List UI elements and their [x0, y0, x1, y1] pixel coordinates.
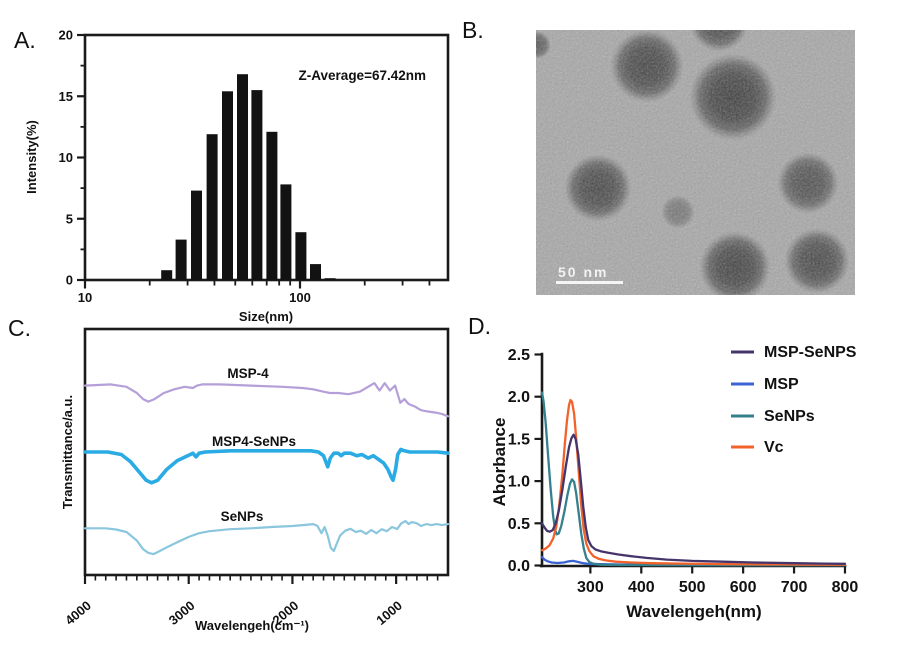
histogram-bar	[295, 232, 307, 280]
uvvis-curve-SeNPs	[540, 391, 847, 567]
y-tick-label: 2.0	[508, 389, 530, 406]
ftir-curve-MSP-4	[83, 382, 450, 418]
histogram-bar	[251, 90, 263, 280]
y-tick-label: 15	[59, 89, 73, 104]
x-tick-label: 4000	[62, 598, 94, 628]
panel-d-legend: MSP-SeNPS MSP SeNPs Vc	[731, 344, 857, 456]
curve-label-msp4: MSP-4	[227, 366, 269, 381]
x-tick-label-group: 3000	[166, 598, 198, 628]
panel-c-label: C.	[8, 315, 31, 341]
histogram-bar	[310, 264, 321, 280]
histogram-bar	[206, 134, 218, 280]
scale-bar-text: 50 nm	[558, 264, 608, 280]
y-tick-label: 5	[66, 211, 73, 226]
y-tick-label: 0.5	[508, 516, 530, 533]
x-tick-label: 3000	[166, 598, 198, 628]
y-tick-label: 20	[59, 28, 73, 43]
legend-item-senps: SeNPs	[731, 408, 815, 425]
legend-label-msp-senps: MSP-SeNPS	[764, 344, 857, 361]
panel-a-x-axis-label: Size(nm)	[239, 309, 293, 324]
panel-d-x-axis-label: Wavelengeh(nm)	[626, 602, 761, 621]
panel-c-curves	[83, 382, 450, 556]
x-tick-label-group: 1000	[373, 598, 405, 628]
y-tick-label: 0.0	[508, 558, 530, 575]
tem-micrograph	[536, 30, 855, 295]
histogram-bar	[280, 184, 292, 280]
panel-b-label: B.	[462, 17, 484, 43]
x-tick-label: 1000	[373, 598, 405, 628]
x-tick-label: 700	[781, 579, 808, 596]
histogram-bar	[222, 91, 233, 280]
y-tick-label: 10	[59, 150, 73, 165]
panel-d-y-axis-label: Aborbance	[490, 418, 509, 507]
x-tick-label: 600	[730, 579, 757, 596]
x-tick-label-group: 4000	[62, 598, 94, 628]
histogram-bar	[237, 74, 248, 280]
panel-a-label: A.	[14, 27, 36, 53]
panel-a-y-axis-label: Intensity(%)	[24, 120, 39, 194]
legend-label-senps: SeNPs	[764, 408, 815, 425]
panel-c-ftir-spectra: C. 4000 3000 2000 1000 MSP-4 MSP4-SeNPs SeN…	[8, 315, 450, 633]
panel-a-axes-ticks: 0 5 10 15 20 10 100	[59, 28, 431, 305]
x-tick-label: 100	[289, 290, 311, 305]
tem-grain-overlay	[536, 30, 855, 295]
legend-item-msp: MSP	[731, 376, 799, 393]
x-tick-label: 500	[679, 579, 706, 596]
panel-d-axes-ticks: 0.0 0.5 1.0 1.5 2.0 2.5 300 400 500 600 700 800	[508, 347, 859, 596]
histogram-bar	[266, 131, 278, 280]
x-tick-label: 400	[628, 579, 655, 596]
curve-label-msp4-senps: MSP4-SeNPs	[212, 434, 296, 449]
x-tick-label: 800	[832, 579, 859, 596]
panel-b-tem-image: B. 50 nm	[462, 17, 855, 295]
panel-a-bars	[161, 74, 336, 280]
panel-d-label: D.	[468, 313, 491, 339]
histogram-bar	[161, 270, 173, 280]
scale-bar	[556, 281, 623, 284]
x-tick-label: 300	[577, 579, 604, 596]
legend-item-msp-senps: MSP-SeNPS	[731, 344, 857, 361]
ftir-curve-MSP4-SeNPs	[83, 447, 450, 485]
histogram-bar	[175, 239, 187, 280]
curve-label-senps: SeNPs	[221, 509, 264, 524]
uvvis-curve-MSP-SeNPS	[540, 433, 847, 565]
ftir-curve-SeNPs	[83, 519, 450, 556]
panel-c-x-axis-label: Wavelengeh(cm⁻¹)	[195, 618, 309, 633]
histogram-bar	[191, 190, 202, 280]
histogram-bar	[324, 278, 336, 280]
legend-item-vc: Vc	[731, 439, 784, 456]
panel-a-dls-histogram: A. 0 5 10 15 20 10 100 Z-Average=67.42nm Inten…	[14, 27, 450, 324]
y-tick-label: 2.5	[508, 347, 530, 364]
y-tick-label: 0	[66, 273, 73, 288]
panel-d-curves	[540, 391, 847, 567]
y-tick-label: 1.5	[508, 431, 530, 448]
y-tick-label: 1.0	[508, 474, 530, 491]
legend-label-msp: MSP	[764, 376, 799, 393]
panel-c-y-axis-label: Transmittance/a.u.	[60, 395, 75, 509]
x-tick-label: 10	[78, 290, 92, 305]
panel-a-annotation: Z-Average=67.42nm	[299, 68, 426, 83]
legend-label-vc: Vc	[764, 439, 784, 456]
